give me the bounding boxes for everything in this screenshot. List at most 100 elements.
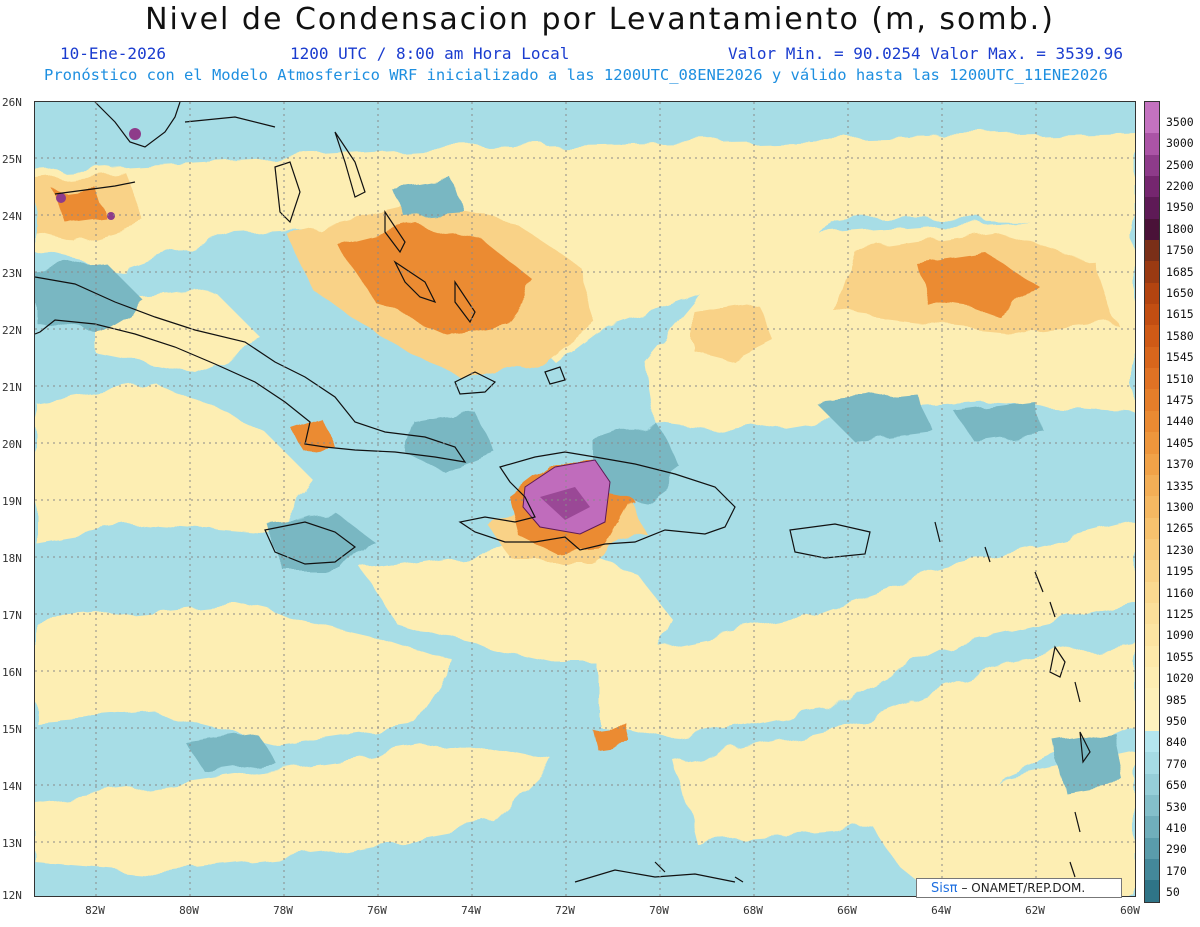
colorbar-label: 1950: [1166, 200, 1194, 215]
colorbar-cell: [1145, 496, 1159, 518]
colorbar-cell: [1145, 816, 1159, 838]
lat-label: 22N: [2, 324, 22, 337]
colorbar-cell: [1145, 602, 1159, 625]
colorbar-cell: [1145, 538, 1159, 561]
colorbar-cell: [1145, 325, 1159, 347]
colorbar-label: 2200: [1166, 178, 1194, 193]
colorbar: [1144, 101, 1160, 903]
coast-hispaniola: [458, 451, 736, 551]
colorbar-cell: [1145, 154, 1159, 177]
colorbar-cell: [1145, 517, 1159, 539]
colorbar-cell: [1145, 688, 1159, 710]
colorbar-cell: [1145, 752, 1159, 774]
field-small-maxima: [56, 128, 141, 220]
colorbar-label: 1440: [1166, 414, 1194, 429]
lon-label: 68W: [743, 904, 763, 917]
colorbar-label: 410: [1166, 821, 1187, 836]
model-info: Pronóstico con el Modelo Atmosferico WRF…: [44, 66, 1108, 84]
graticule: [35, 102, 1135, 896]
lat-label: 20N: [2, 438, 22, 451]
min-max-values: Valor Min. = 90.0254 Valor Max. = 3539.9…: [728, 44, 1123, 63]
colorbar-label: 950: [1166, 714, 1187, 729]
coast-south-america: [574, 869, 736, 883]
colorbar-label: 1090: [1166, 628, 1194, 643]
colorbar-label: 3500: [1166, 114, 1194, 129]
colorbar-label: 290: [1166, 842, 1187, 857]
colorbar-cell: [1145, 346, 1159, 369]
map-canvas: [35, 102, 1135, 896]
coast-curacao: [654, 861, 744, 883]
lon-label: 80W: [179, 904, 199, 917]
colorbar-label: 1335: [1166, 478, 1194, 493]
colorbar-cell: [1145, 432, 1159, 454]
colorbar-label: 1300: [1166, 500, 1194, 514]
coast-turks: [544, 366, 566, 385]
colorbar-label: 1475: [1166, 392, 1194, 407]
colorbar-cell: [1145, 240, 1159, 262]
lat-label: 24N: [2, 210, 22, 223]
lat-label: 21N: [2, 381, 22, 394]
colorbar-cell: [1145, 453, 1159, 475]
colorbar-cell: [1145, 560, 1159, 582]
lat-label: 26N: [2, 96, 22, 109]
coast-keys: [54, 181, 136, 195]
colorbar-label: 985: [1166, 692, 1187, 707]
lon-label: 76W: [367, 904, 387, 917]
coast-lesser-antilles: [934, 521, 1091, 878]
colorbar-label: 1265: [1166, 521, 1194, 536]
colorbar-cell: [1145, 859, 1159, 881]
colorbar-cell: [1145, 645, 1159, 667]
colorbar-label: 3000: [1166, 136, 1194, 151]
lon-label: 66W: [837, 904, 857, 917]
forecast-map: [34, 101, 1136, 897]
field-max-area: [522, 459, 611, 535]
lat-label: 15N: [2, 723, 22, 736]
colorbar-label: 1650: [1166, 285, 1194, 300]
colorbar-cell: [1145, 795, 1159, 817]
colorbar-cell: [1145, 837, 1159, 860]
colorbar-label: 530: [1166, 799, 1187, 814]
colorbar-label: 1580: [1166, 328, 1194, 343]
colorbar-label: 1685: [1166, 264, 1194, 279]
coast-eleuthera: [334, 131, 366, 198]
colorbar-cell: [1145, 176, 1159, 198]
forecast-time: 1200 UTC / 8:00 am Hora Local: [290, 44, 570, 63]
colorbar-cell: [1145, 666, 1159, 689]
map-title: Nivel de Condensacion por Levantamiento …: [145, 2, 1055, 37]
colorbar-cell: [1145, 112, 1159, 134]
colorbar-label: 50: [1166, 885, 1180, 900]
colorbar-cell: [1145, 133, 1159, 155]
colorbar-label: 1615: [1166, 307, 1194, 322]
colorbar-label: 1055: [1166, 649, 1194, 664]
coast-cuba: [35, 276, 467, 463]
colorbar-label: 770: [1166, 756, 1187, 771]
colorbar-cell: [1145, 709, 1159, 731]
lat-label: 23N: [2, 267, 22, 280]
lon-label: 70W: [649, 904, 669, 917]
lat-label: 19N: [2, 495, 22, 508]
lon-label: 78W: [273, 904, 293, 917]
lat-label: 18N: [2, 552, 22, 565]
colorbar-label: 1195: [1166, 564, 1194, 579]
lon-label: 74W: [461, 904, 481, 917]
colorbar-cell: [1145, 474, 1159, 497]
colorbar-label: 1020: [1166, 671, 1194, 686]
sispi-logo: Sisπ: [931, 880, 958, 896]
coast-exuma: [393, 260, 437, 304]
lon-label: 64W: [931, 904, 951, 917]
colorbar-cell: [1145, 282, 1159, 305]
coast-puerto-rico: [789, 523, 871, 559]
lat-label: 14N: [2, 780, 22, 793]
credit-box: Sisπ – ONAMET/REP.DOM.: [916, 878, 1122, 898]
lat-label: 25N: [2, 153, 22, 166]
lat-label: 12N: [2, 889, 22, 902]
coast-long-island: [454, 280, 476, 324]
colorbar-label: 1405: [1166, 435, 1194, 450]
colorbar-cell: [1145, 197, 1159, 219]
colorbar-label: 2500: [1166, 157, 1194, 172]
colorbar-label: 650: [1166, 778, 1187, 793]
lat-label: 17N: [2, 609, 22, 622]
colorbar-label: 1750: [1166, 243, 1194, 258]
colorbar-cell: [1145, 368, 1159, 390]
colorbar-cell: [1145, 581, 1159, 603]
